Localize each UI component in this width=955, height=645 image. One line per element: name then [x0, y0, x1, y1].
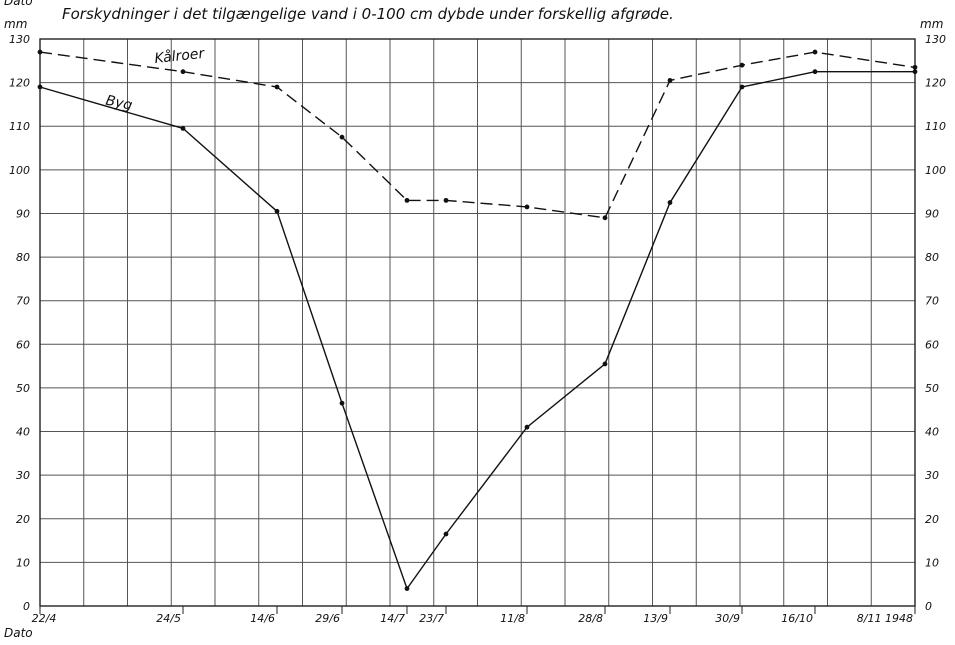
plot-frame	[39, 38, 916, 607]
x-tick-label: 28/8	[578, 612, 603, 625]
data-point	[37, 49, 43, 55]
y-tick-label: 50	[16, 382, 30, 395]
y-tick-label: 0	[23, 600, 30, 613]
series-group	[37, 49, 918, 591]
data-point	[739, 62, 745, 68]
data-point	[37, 84, 43, 90]
y-axis-left: 0 10 20 30 40 50 60 70 80 90 100 110 120 130	[9, 33, 30, 613]
y-axis-right: 0 10 20 30 40 50 60 70 80 90 100 110 120 130	[925, 33, 946, 613]
data-point	[602, 361, 608, 367]
y-tick-label: 10	[16, 556, 30, 569]
data-point	[912, 64, 918, 70]
x-tick-label: 24/5	[156, 612, 181, 625]
x-tick-label: 23/7	[419, 612, 444, 625]
y-tick-label: 70	[16, 295, 30, 308]
dato-label-bottom: Dato	[4, 626, 33, 640]
x-tick-label: 14/6	[250, 612, 275, 625]
y-tick-label: 130	[9, 33, 30, 46]
y-tick-label-right: 120	[925, 77, 946, 90]
data-point	[339, 400, 345, 406]
y-tick-label-right: 110	[925, 120, 946, 133]
data-point	[667, 78, 673, 83]
y-tick-label: 40	[16, 426, 30, 439]
x-tick-label: 11/8	[500, 612, 525, 625]
y-tick-label-right: 90	[925, 207, 939, 220]
x-tick-label: 16/10	[781, 612, 813, 625]
x-axis: 22/4 24/5 14/6 29/6 14/7 23/7 11/8 28/8 13/9 30/9…	[32, 606, 916, 625]
y-tick-label-right: 60	[925, 338, 939, 351]
data-point	[274, 208, 280, 214]
series-line-byg	[39, 70, 915, 591]
x-tick-label: 13/9	[643, 612, 668, 625]
data-point	[443, 197, 449, 203]
y-tick-label-right: 80	[925, 251, 939, 264]
data-point	[912, 69, 918, 75]
y-tick-label: 100	[9, 164, 30, 177]
data-point	[812, 69, 818, 75]
unit-right-label: mm	[920, 17, 944, 31]
data-point	[812, 49, 818, 55]
data-point	[274, 84, 280, 90]
y-tick-label-right: 50	[925, 382, 939, 395]
y-tick-label-right: 30	[925, 469, 939, 482]
data-point	[739, 84, 745, 90]
chart-title: Forskydninger i det tilgængelige vand i …	[62, 5, 674, 23]
y-tick-label: 30	[16, 469, 30, 482]
x-tick-label: 29/6	[315, 612, 340, 625]
series-label-kalroer: Kålroer	[154, 45, 207, 67]
x-tick-label: 30/9	[715, 612, 740, 625]
data-point	[404, 586, 410, 591]
data-point	[180, 126, 186, 131]
y-tick-label: 60	[16, 338, 30, 351]
data-point	[524, 424, 530, 430]
data-point	[339, 134, 345, 140]
x-tick-label: 14/7	[380, 612, 405, 625]
y-tick-label-right: 40	[925, 426, 939, 439]
y-tick-label: 110	[9, 120, 30, 133]
series-labels: Kålroer Byg	[104, 45, 206, 114]
series-label-byg: Byg	[104, 93, 134, 114]
data-point	[667, 200, 673, 205]
y-tick-label-right: 100	[925, 164, 946, 177]
unit-left-label: mm	[4, 17, 28, 31]
data-point	[524, 204, 530, 210]
y-tick-label-right: 10	[925, 556, 939, 569]
series-line-kalroer	[39, 51, 916, 219]
x-tick-label: 22/4	[32, 612, 57, 625]
y-tick-label-right: 0	[925, 600, 932, 613]
data-point	[602, 215, 608, 221]
y-tick-label: 20	[16, 513, 30, 526]
y-tick-label-right: 70	[925, 295, 939, 308]
data-point	[443, 531, 449, 537]
y-tick-label-right: 130	[925, 33, 946, 46]
dato-label-top: Dato	[4, 0, 33, 8]
y-tick-label: 80	[16, 251, 30, 264]
y-tick-label: 120	[9, 77, 30, 90]
grid	[39, 38, 916, 607]
y-tick-label: 90	[16, 207, 30, 220]
data-point	[180, 69, 186, 75]
x-tick-label: 8/11 1948	[857, 612, 913, 625]
data-point	[404, 197, 410, 203]
y-tick-label-right: 20	[925, 513, 939, 526]
